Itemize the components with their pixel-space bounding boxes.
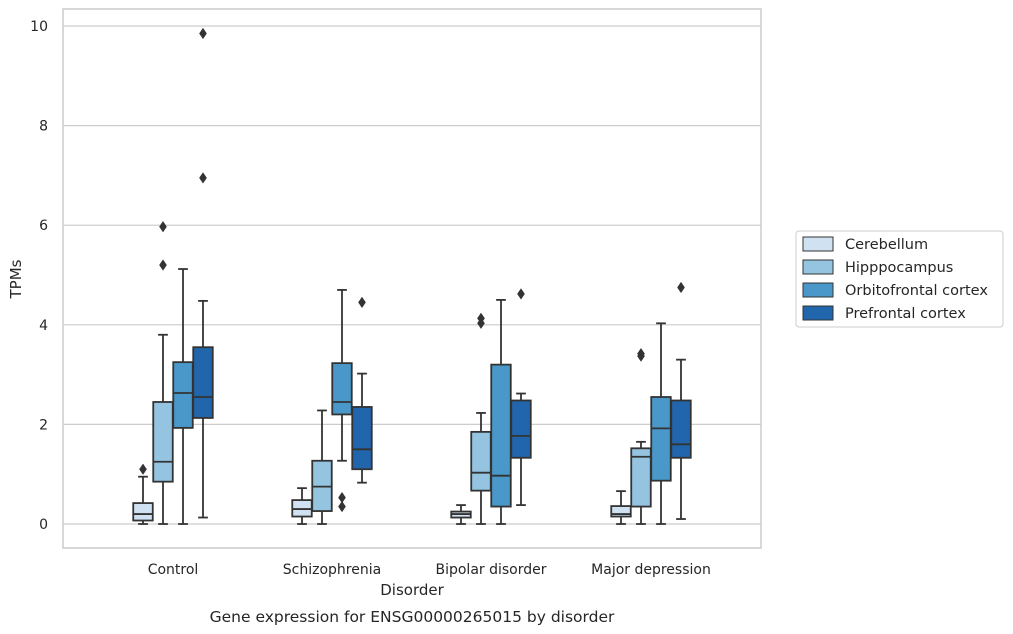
outlier-point <box>477 312 485 325</box>
box-prefrontal-cortex <box>351 296 373 484</box>
box-body <box>351 406 373 471</box>
legend-swatch <box>802 259 834 275</box>
box-hipppocampus <box>311 409 333 525</box>
box-body <box>152 401 174 483</box>
box-body <box>670 399 692 459</box>
box-cerebellum <box>132 463 154 525</box>
x-tick-labels: Control Schizophrenia Bipolar disorder Majo… <box>148 562 711 578</box>
y-tick-label: 10 <box>30 19 48 35</box>
outlier-point <box>677 281 685 294</box>
box-body <box>610 505 632 518</box>
legend-label: Hipppocampus <box>845 260 953 276</box>
outlier-point <box>517 288 525 300</box>
x-tick-label: Control <box>148 562 199 578</box>
legend-swatch <box>802 305 834 321</box>
y-axis-label: TPMs <box>7 259 25 299</box>
outlier-point <box>199 27 207 40</box>
y-tick-label: 4 <box>39 318 48 334</box>
legend-label: Orbitofrontal cortex <box>845 283 988 299</box>
box-body <box>650 396 672 482</box>
plot-frame <box>62 8 762 549</box>
box-groups <box>132 27 692 525</box>
box-prefrontal-cortex <box>670 281 692 520</box>
x-tick-label: Bipolar disorder <box>435 562 546 578</box>
outlier-point <box>358 296 366 309</box>
legend: Cerebellum Hipppocampus Orbitofrontal cort… <box>795 230 1004 328</box>
box-prefrontal-cortex <box>510 288 532 506</box>
box-orbitofrontal-cortex <box>331 289 353 513</box>
outlier-point <box>159 259 167 271</box>
box-body <box>331 362 353 416</box>
legend-label: Cerebellum <box>845 237 928 253</box>
chart-caption: Gene expression for ENSG00000265015 by d… <box>210 608 615 626</box>
x-axis-label: Disorder <box>380 581 444 599</box>
y-tick-label: 2 <box>39 417 48 433</box>
box-body <box>510 399 532 459</box>
y-tick-labels: 0 2 4 6 8 10 <box>30 19 48 533</box>
box-body <box>490 363 512 508</box>
legend-label: Prefrontal cortex <box>845 306 966 322</box>
outlier-point <box>159 220 167 233</box>
box-body <box>172 361 194 429</box>
box-prefrontal-cortex <box>192 27 214 519</box>
x-tick-label: Schizophrenia <box>283 562 381 578</box>
box-body <box>192 346 214 419</box>
box-orbitofrontal-cortex <box>172 268 194 525</box>
outlier-point <box>338 500 346 513</box>
y-tick-label: 6 <box>39 218 48 234</box>
y-tick-label: 8 <box>39 119 48 135</box>
box-cerebellum <box>450 504 472 525</box>
legend-swatch <box>802 236 834 252</box>
y-tick-label: 0 <box>39 517 48 533</box>
outlier-point <box>637 347 645 360</box>
box-hipppocampus <box>630 347 652 525</box>
legend-swatch <box>802 282 834 298</box>
outlier-point <box>139 463 147 475</box>
box-body <box>470 430 492 492</box>
legend-frame <box>795 230 1004 328</box>
outlier-point <box>199 172 207 184</box>
box-body <box>132 502 154 522</box>
box-hipppocampus <box>152 220 174 525</box>
box-cerebellum <box>610 490 632 525</box>
outlier-point <box>338 491 346 504</box>
x-tick-label: Major depression <box>591 562 711 578</box>
